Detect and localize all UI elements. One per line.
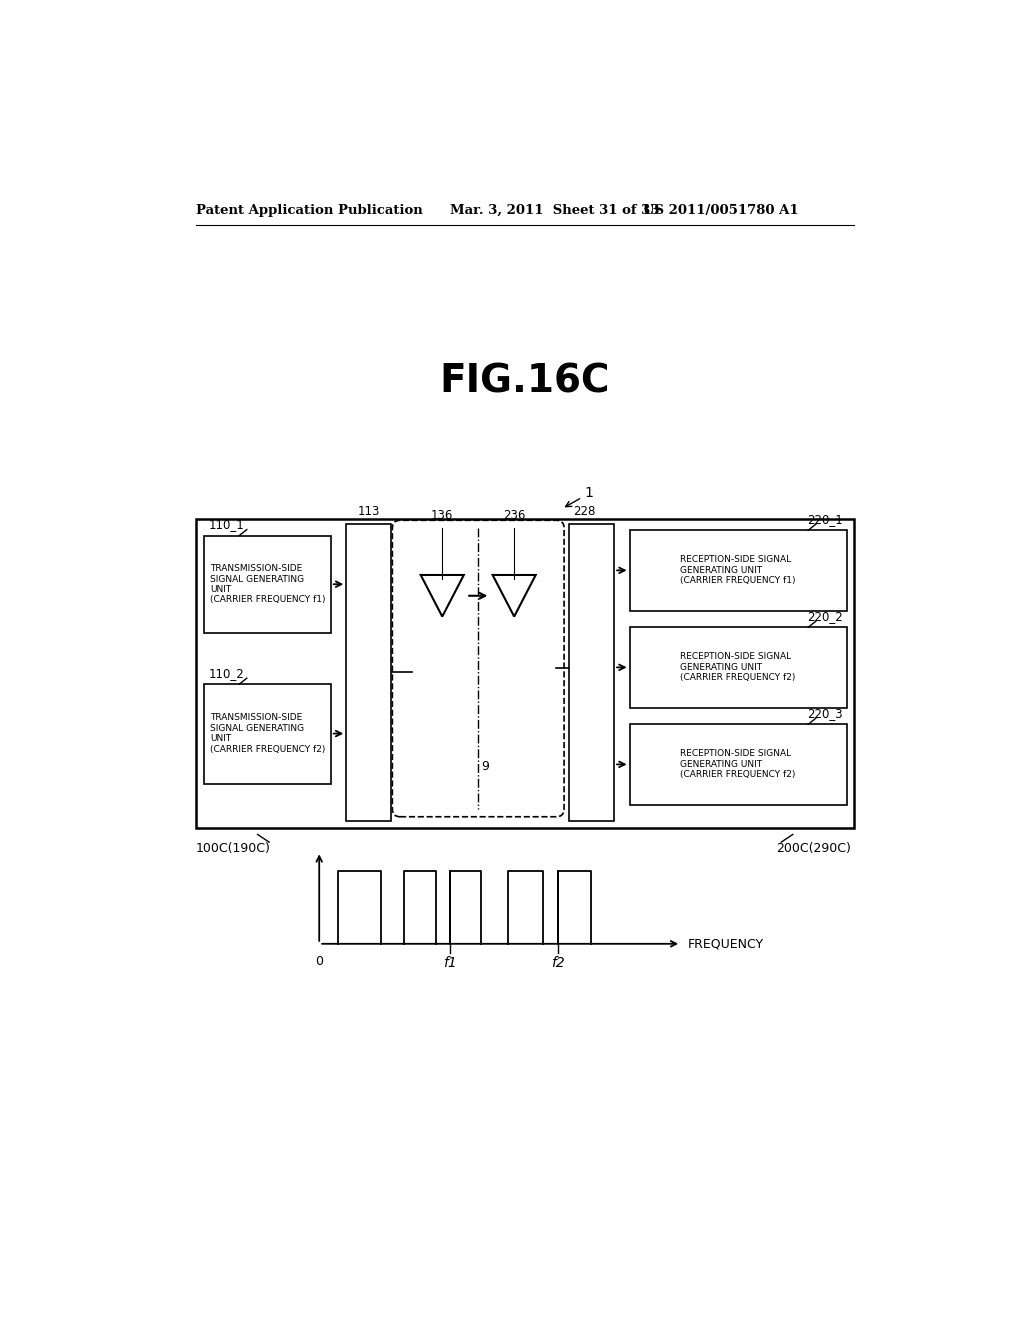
Bar [346, 524, 391, 821]
Bar [630, 627, 847, 708]
Text: FIG.16C: FIG.16C [439, 363, 610, 401]
Text: RECEPTION-SIDE SIGNAL
GENERATING UNIT
(CARRIER FREQUENCY f2): RECEPTION-SIDE SIGNAL GENERATING UNIT (C… [680, 750, 796, 779]
Text: US 2011/0051780 A1: US 2011/0051780 A1 [643, 205, 799, 218]
Bar [196, 519, 854, 829]
Text: 220_3: 220_3 [807, 708, 843, 721]
Text: f2: f2 [551, 956, 565, 970]
Text: 228: 228 [573, 506, 596, 517]
Text: f1: f1 [443, 956, 457, 970]
Bar [205, 536, 331, 634]
Text: 1: 1 [565, 486, 594, 507]
Text: 236: 236 [503, 508, 525, 521]
Text: RECEPTION-SIDE SIGNAL
GENERATING UNIT
(CARRIER FREQUENCY f1): RECEPTION-SIDE SIGNAL GENERATING UNIT (C… [680, 556, 796, 585]
Bar [205, 684, 331, 784]
Text: 200C(290C): 200C(290C) [775, 842, 851, 855]
Text: Patent Application Publication: Patent Application Publication [196, 205, 423, 218]
Text: 110_2: 110_2 [208, 667, 244, 680]
Text: DEMULTIPLEXING PROCESSOR
(SPLITTER): DEMULTIPLEXING PROCESSOR (SPLITTER) [582, 609, 601, 735]
Bar [630, 531, 847, 611]
Text: 113: 113 [357, 506, 380, 517]
Text: 220_1: 220_1 [807, 513, 843, 527]
Text: 0: 0 [315, 956, 324, 969]
Text: TRANSMISSION-SIDE
SIGNAL GENERATING
UNIT
(CARRIER FREQUENCY f2): TRANSMISSION-SIDE SIGNAL GENERATING UNIT… [210, 714, 326, 754]
Text: 110_1: 110_1 [208, 517, 244, 531]
Text: MULTIPLEXING PROCESSOR
(COMBINER): MULTIPLEXING PROCESSOR (COMBINER) [358, 615, 378, 730]
Bar [630, 725, 847, 805]
Bar [569, 524, 614, 821]
Text: 136: 136 [431, 508, 454, 521]
Text: 220_2: 220_2 [807, 610, 843, 623]
Text: RECEPTION-SIDE SIGNAL
GENERATING UNIT
(CARRIER FREQUENCY f2): RECEPTION-SIDE SIGNAL GENERATING UNIT (C… [680, 652, 796, 682]
Text: 9: 9 [481, 760, 489, 774]
Text: FREQUENCY: FREQUENCY [687, 937, 764, 950]
Text: Mar. 3, 2011  Sheet 31 of 33: Mar. 3, 2011 Sheet 31 of 33 [451, 205, 659, 218]
Text: TRANSMISSION-SIDE
SIGNAL GENERATING
UNIT
(CARRIER FREQUENCY f1): TRANSMISSION-SIDE SIGNAL GENERATING UNIT… [210, 564, 326, 605]
Text: 100C(190C): 100C(190C) [196, 842, 271, 855]
